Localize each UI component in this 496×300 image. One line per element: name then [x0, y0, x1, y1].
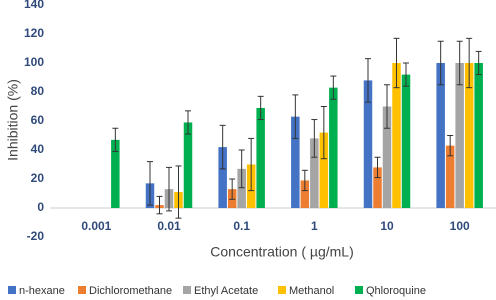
error-bar	[384, 84, 390, 129]
error-bar	[112, 127, 119, 152]
bar	[329, 87, 338, 208]
y-tick-label: 0	[37, 200, 44, 214]
error-bar	[466, 37, 473, 89]
error-bar	[403, 62, 409, 87]
bar	[319, 132, 329, 208]
bar	[256, 107, 265, 208]
bar	[218, 147, 227, 208]
bar	[455, 63, 464, 208]
error-bar	[219, 124, 226, 170]
bar	[464, 63, 474, 208]
bar	[392, 63, 401, 208]
error-bar	[393, 37, 400, 89]
error-bar	[257, 95, 264, 121]
y-tick-label: 80	[31, 84, 45, 98]
error-bar	[175, 165, 182, 219]
x-axis-title: Concentration ( µg/mL)	[210, 244, 353, 260]
legend-swatch	[183, 286, 191, 294]
y-tick-label: -20	[27, 229, 45, 243]
error-bar	[320, 106, 327, 160]
y-tick-label: 120	[24, 26, 44, 40]
y-tick-label: 60	[31, 113, 45, 127]
legend-label: Ethyl Acetate	[194, 285, 258, 297]
bar	[237, 168, 246, 208]
y-tick-label: 100	[24, 55, 44, 69]
error-bar	[311, 119, 318, 158]
x-tick-label: 0.1	[233, 219, 250, 233]
error-bar	[238, 149, 245, 189]
error-bar	[229, 178, 236, 200]
x-tick-label: 0.001	[81, 219, 111, 233]
legend-swatch	[278, 286, 286, 294]
legend-swatch	[355, 286, 363, 294]
error-bar	[301, 169, 308, 192]
error-bar	[330, 75, 337, 100]
y-tick-label: 20	[31, 171, 45, 185]
x-tick-label: 100	[450, 219, 470, 233]
bar	[382, 106, 392, 208]
error-bar	[475, 50, 482, 76]
bar	[474, 63, 483, 208]
bar	[300, 180, 310, 208]
error-bar	[166, 166, 172, 212]
x-tick-label: 10	[380, 219, 394, 233]
error-bar	[374, 156, 381, 179]
error-bar	[248, 137, 255, 192]
bar	[310, 138, 319, 208]
y-tick-label: 40	[31, 142, 45, 156]
error-bar	[147, 161, 153, 206]
legend-label: Dichloromethane	[89, 285, 172, 297]
error-bar	[456, 40, 463, 86]
legend-label: n-hexane	[19, 285, 65, 297]
error-bar	[447, 135, 454, 157]
error-bar	[185, 110, 191, 135]
y-axis-title: Inhibition (%)	[5, 79, 21, 161]
legend-swatch	[78, 286, 86, 294]
bar	[111, 139, 120, 208]
bar	[401, 74, 411, 208]
bar	[373, 167, 382, 208]
error-bar	[156, 195, 163, 215]
bar	[363, 80, 373, 208]
bar	[183, 122, 193, 208]
error-bar	[365, 58, 371, 103]
x-tick-label: 1	[311, 219, 318, 233]
legend-swatch	[8, 286, 16, 294]
legend-label: Methanol	[289, 285, 334, 297]
y-tick-label: 140	[24, 0, 44, 11]
error-bar	[437, 40, 444, 86]
bar	[436, 63, 445, 208]
x-tick-label: 0.01	[157, 219, 181, 233]
bar	[291, 116, 300, 208]
bar	[445, 145, 455, 208]
error-bar	[292, 94, 299, 139]
legend-label: Qhloroquine	[366, 285, 426, 297]
